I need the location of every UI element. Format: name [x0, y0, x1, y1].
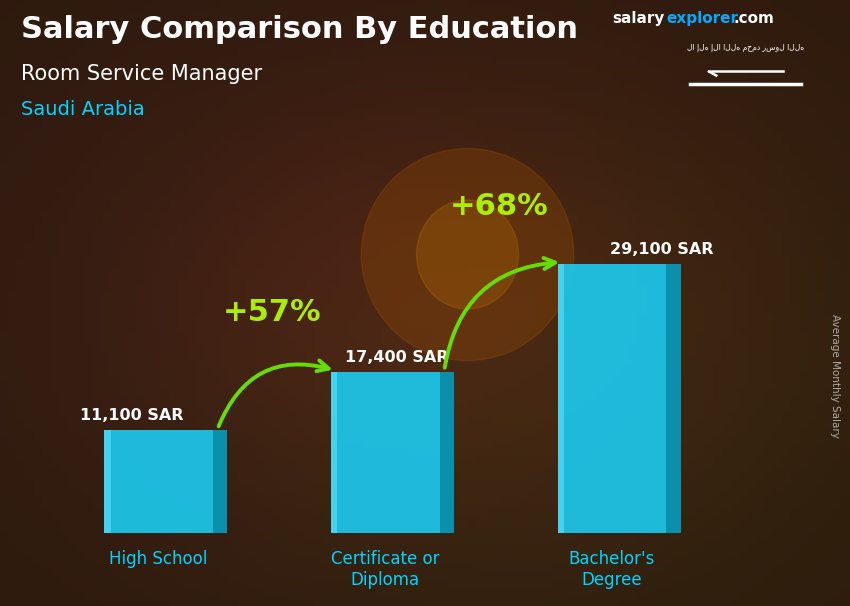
Bar	[558, 264, 564, 533]
Polygon shape	[439, 372, 454, 533]
Polygon shape	[666, 264, 681, 533]
Bar	[105, 430, 213, 533]
Bar	[105, 430, 110, 533]
Text: Room Service Manager: Room Service Manager	[21, 64, 263, 84]
Text: salary: salary	[612, 11, 665, 26]
Ellipse shape	[361, 148, 574, 361]
Text: 29,100 SAR: 29,100 SAR	[610, 242, 714, 257]
Polygon shape	[213, 430, 227, 533]
Text: +68%: +68%	[450, 192, 548, 221]
Text: .com: .com	[734, 11, 774, 26]
Text: explorer: explorer	[666, 11, 739, 26]
Text: Saudi Arabia: Saudi Arabia	[21, 100, 145, 119]
Text: 17,400 SAR: 17,400 SAR	[345, 350, 449, 365]
Bar	[331, 372, 337, 533]
Text: لا إله إلا الله محمد رسول الله: لا إله إلا الله محمد رسول الله	[688, 44, 804, 53]
Ellipse shape	[416, 200, 518, 309]
Text: Average Monthly Salary: Average Monthly Salary	[830, 314, 840, 438]
Text: Salary Comparison By Education: Salary Comparison By Education	[21, 15, 578, 44]
Bar	[558, 264, 666, 533]
Text: +57%: +57%	[223, 298, 321, 327]
Text: 11,100 SAR: 11,100 SAR	[80, 408, 184, 424]
Bar	[331, 372, 439, 533]
